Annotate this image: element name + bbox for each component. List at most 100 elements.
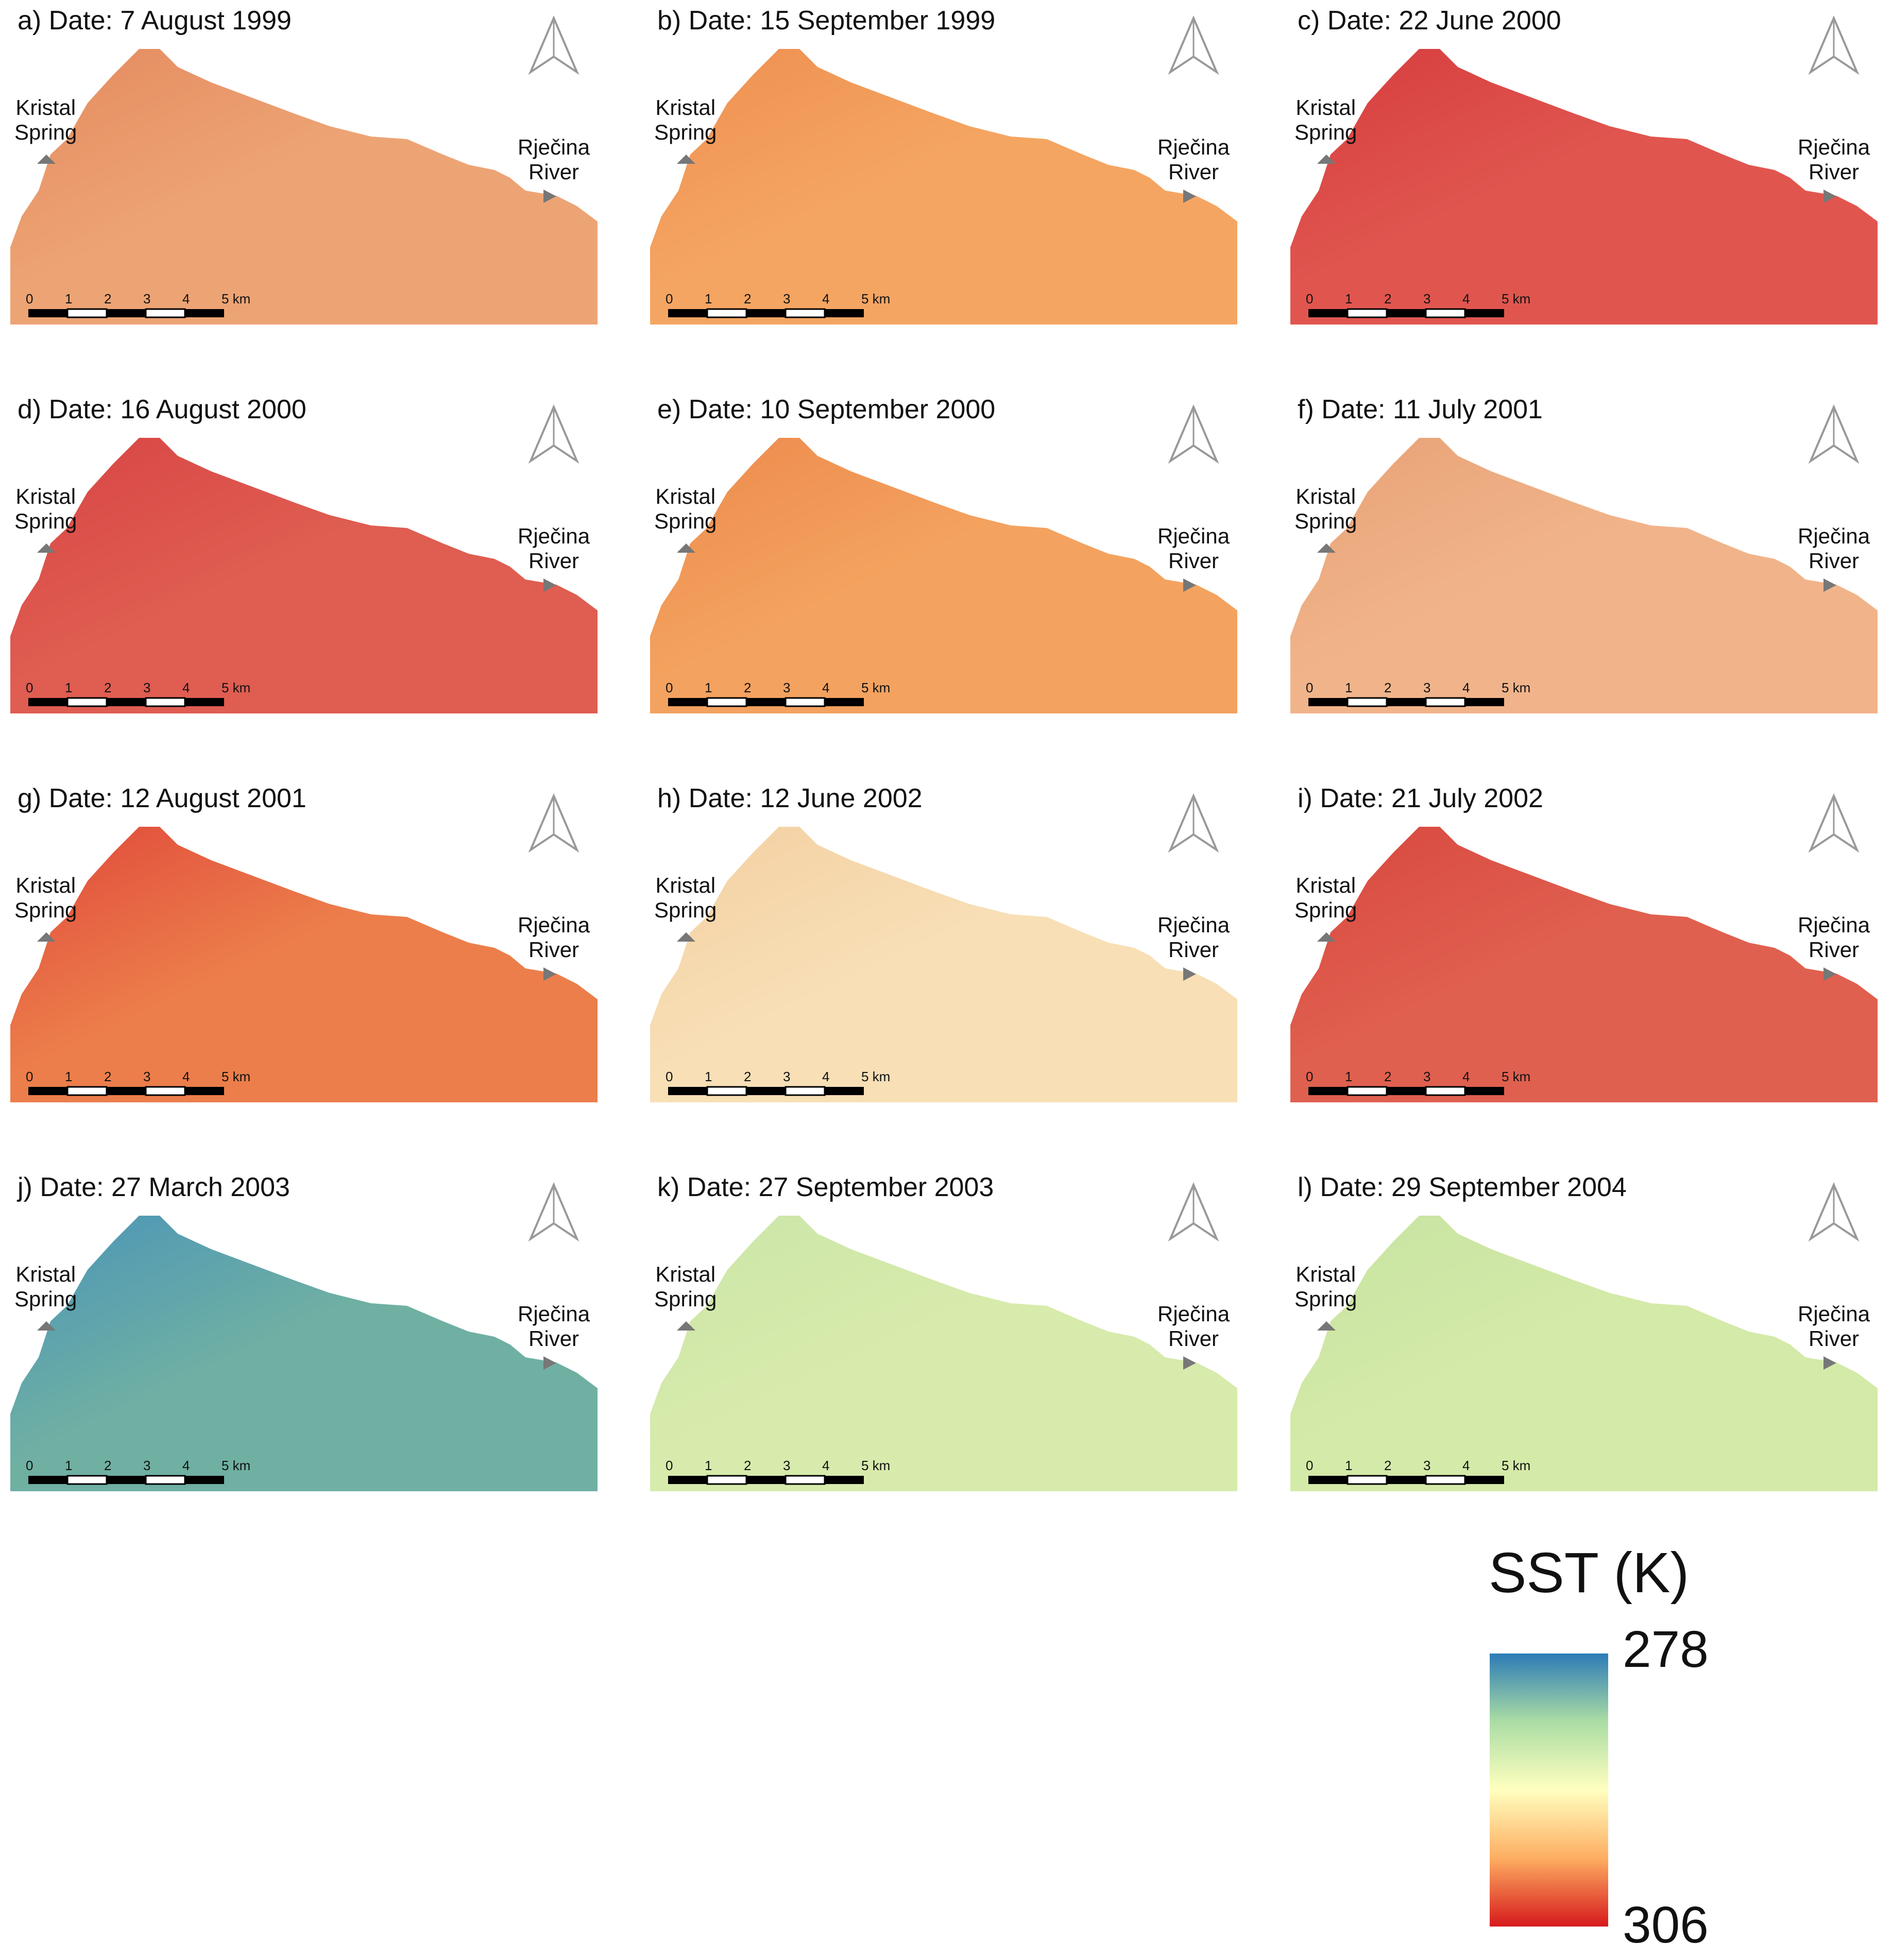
scale-tick-label: 1 xyxy=(1345,1458,1353,1473)
sst-map xyxy=(10,49,598,325)
north-arrow-icon xyxy=(1808,1182,1860,1242)
north-arrow-icon xyxy=(528,15,579,75)
kristal-label-line2: Spring xyxy=(1294,1287,1357,1311)
scale-tick-label: 4 xyxy=(182,291,190,306)
sst-map xyxy=(650,49,1237,325)
panel-date-title: j) Date: 27 March 2003 xyxy=(18,1172,290,1202)
scale-tick-label: 4 xyxy=(1462,1069,1470,1084)
kristal-label-line1: Kristal xyxy=(655,1262,716,1286)
rjecina-label-line1: Rječina xyxy=(1798,135,1870,159)
scale-tick-label: 3 xyxy=(783,291,791,306)
scale-bar xyxy=(668,697,864,707)
rjecina-river-marker-icon xyxy=(543,1356,556,1370)
scale-tick-label: 1 xyxy=(705,1458,712,1473)
legend-title: SST (K) xyxy=(1489,1541,1690,1605)
rjecina-river-label: Rječina River xyxy=(1157,913,1230,962)
kristal-spring-marker-icon xyxy=(677,543,695,553)
kristal-label-line1: Kristal xyxy=(1296,1262,1356,1286)
scale-tick-label: 1 xyxy=(65,291,73,306)
map-panel: j) Date: 27 March 2003 Kristal Spring Rj… xyxy=(10,1167,598,1522)
scale-tick-label: 4 xyxy=(1462,1458,1470,1473)
kristal-label-line2: Spring xyxy=(654,898,717,922)
scale-bar xyxy=(1308,1086,1504,1096)
sea-surface-area xyxy=(1290,1216,1878,1491)
kristal-label-line1: Kristal xyxy=(1296,484,1356,508)
panel-date-title: c) Date: 22 June 2000 xyxy=(1298,6,1561,36)
sst-map xyxy=(10,438,598,713)
scale-tick-label: 3 xyxy=(783,1069,791,1084)
scale-tick-label: 2 xyxy=(744,680,752,695)
scale-end-label: 5 km xyxy=(1502,1069,1531,1084)
north-arrow-icon xyxy=(1168,1182,1219,1242)
scale-end-label: 5 km xyxy=(221,1458,251,1473)
scale-bar xyxy=(668,308,864,318)
scale-tick-label: 2 xyxy=(104,680,112,695)
scale-tick-label: 2 xyxy=(1384,291,1392,306)
rjecina-river-label: Rječina River xyxy=(1798,913,1870,962)
kristal-label-line2: Spring xyxy=(14,1287,77,1311)
scale-tick-label: 2 xyxy=(104,1458,112,1473)
scale-bar xyxy=(1308,308,1504,318)
sst-map xyxy=(1290,827,1878,1102)
rjecina-label-line2: River xyxy=(1809,160,1860,184)
scale-tick-label: 2 xyxy=(104,291,112,306)
rjecina-label-line1: Rječina xyxy=(518,135,590,159)
scale-end-label: 5 km xyxy=(221,291,251,306)
scale-tick-label: 3 xyxy=(1423,291,1431,306)
map-panel: b) Date: 15 September 1999 Kristal Sprin… xyxy=(650,0,1237,355)
rjecina-river-marker-icon xyxy=(1823,578,1836,592)
scale-tick-label: 4 xyxy=(822,680,830,695)
north-arrow-icon xyxy=(1808,793,1860,853)
kristal-spring-label: Kristal Spring xyxy=(1294,873,1357,923)
scale-tick-label: 4 xyxy=(822,291,830,306)
scale-tick-label: 2 xyxy=(1384,1458,1392,1473)
scale-end-label: 5 km xyxy=(861,291,891,306)
scale-tick-label: 1 xyxy=(1345,680,1353,695)
panel-date-title: a) Date: 7 August 1999 xyxy=(18,6,292,36)
scale-bar xyxy=(668,1475,864,1485)
rjecina-river-marker-icon xyxy=(543,578,556,592)
kristal-label-line2: Spring xyxy=(14,898,77,922)
scale-tick-label: 0 xyxy=(1306,1069,1314,1084)
panel-date-title: k) Date: 27 September 2003 xyxy=(657,1172,994,1202)
kristal-spring-label: Kristal Spring xyxy=(654,1262,717,1311)
scale-end-label: 5 km xyxy=(861,1458,891,1473)
scale-tick-label: 0 xyxy=(666,1458,673,1473)
scale-tick-label: 3 xyxy=(143,1458,151,1473)
rjecina-river-label: Rječina River xyxy=(518,913,590,962)
rjecina-label-line2: River xyxy=(1809,549,1860,573)
scale-tick-label: 0 xyxy=(1306,1458,1314,1473)
kristal-label-line2: Spring xyxy=(654,509,717,533)
panel-date-title: f) Date: 11 July 2001 xyxy=(1298,395,1543,424)
scale-tick-label: 2 xyxy=(744,291,752,306)
legend-min-value: 278 xyxy=(1623,1621,1709,1678)
rjecina-label-line2: River xyxy=(1168,1326,1219,1351)
legend-color-ramp xyxy=(1490,1654,1608,1927)
scale-tick-label: 1 xyxy=(1345,291,1353,306)
scale-end-label: 5 km xyxy=(221,680,251,695)
scale-end-label: 5 km xyxy=(1502,1458,1531,1473)
scale-tick-label: 1 xyxy=(1345,1069,1353,1084)
rjecina-label-line1: Rječina xyxy=(518,913,590,937)
north-arrow-icon xyxy=(1168,404,1219,464)
scale-end-label: 5 km xyxy=(221,1069,251,1084)
scale-tick-label: 4 xyxy=(822,1069,830,1084)
rjecina-river-label: Rječina River xyxy=(1157,135,1230,184)
north-arrow-icon xyxy=(1808,404,1860,464)
scale-bar xyxy=(1308,697,1504,707)
scale-tick-label: 3 xyxy=(783,680,791,695)
kristal-spring-marker-icon xyxy=(37,155,56,164)
panel-date-title: b) Date: 15 September 1999 xyxy=(657,6,996,36)
map-panel: k) Date: 27 September 2003 Kristal Sprin… xyxy=(650,1167,1237,1522)
rjecina-river-marker-icon xyxy=(1823,1356,1836,1370)
map-panel: h) Date: 12 June 2002 Kristal Spring Rje… xyxy=(650,778,1237,1133)
north-arrow-icon xyxy=(528,793,579,853)
kristal-spring-marker-icon xyxy=(1317,543,1336,553)
sst-map xyxy=(650,827,1237,1102)
rjecina-river-marker-icon xyxy=(1183,1356,1196,1370)
scale-bar xyxy=(1308,1475,1504,1485)
map-panel: l) Date: 29 September 2004 Kristal Sprin… xyxy=(1290,1167,1878,1522)
scale-tick-label: 0 xyxy=(666,291,673,306)
scale-tick-label: 3 xyxy=(143,680,151,695)
scale-tick-label: 2 xyxy=(104,1069,112,1084)
